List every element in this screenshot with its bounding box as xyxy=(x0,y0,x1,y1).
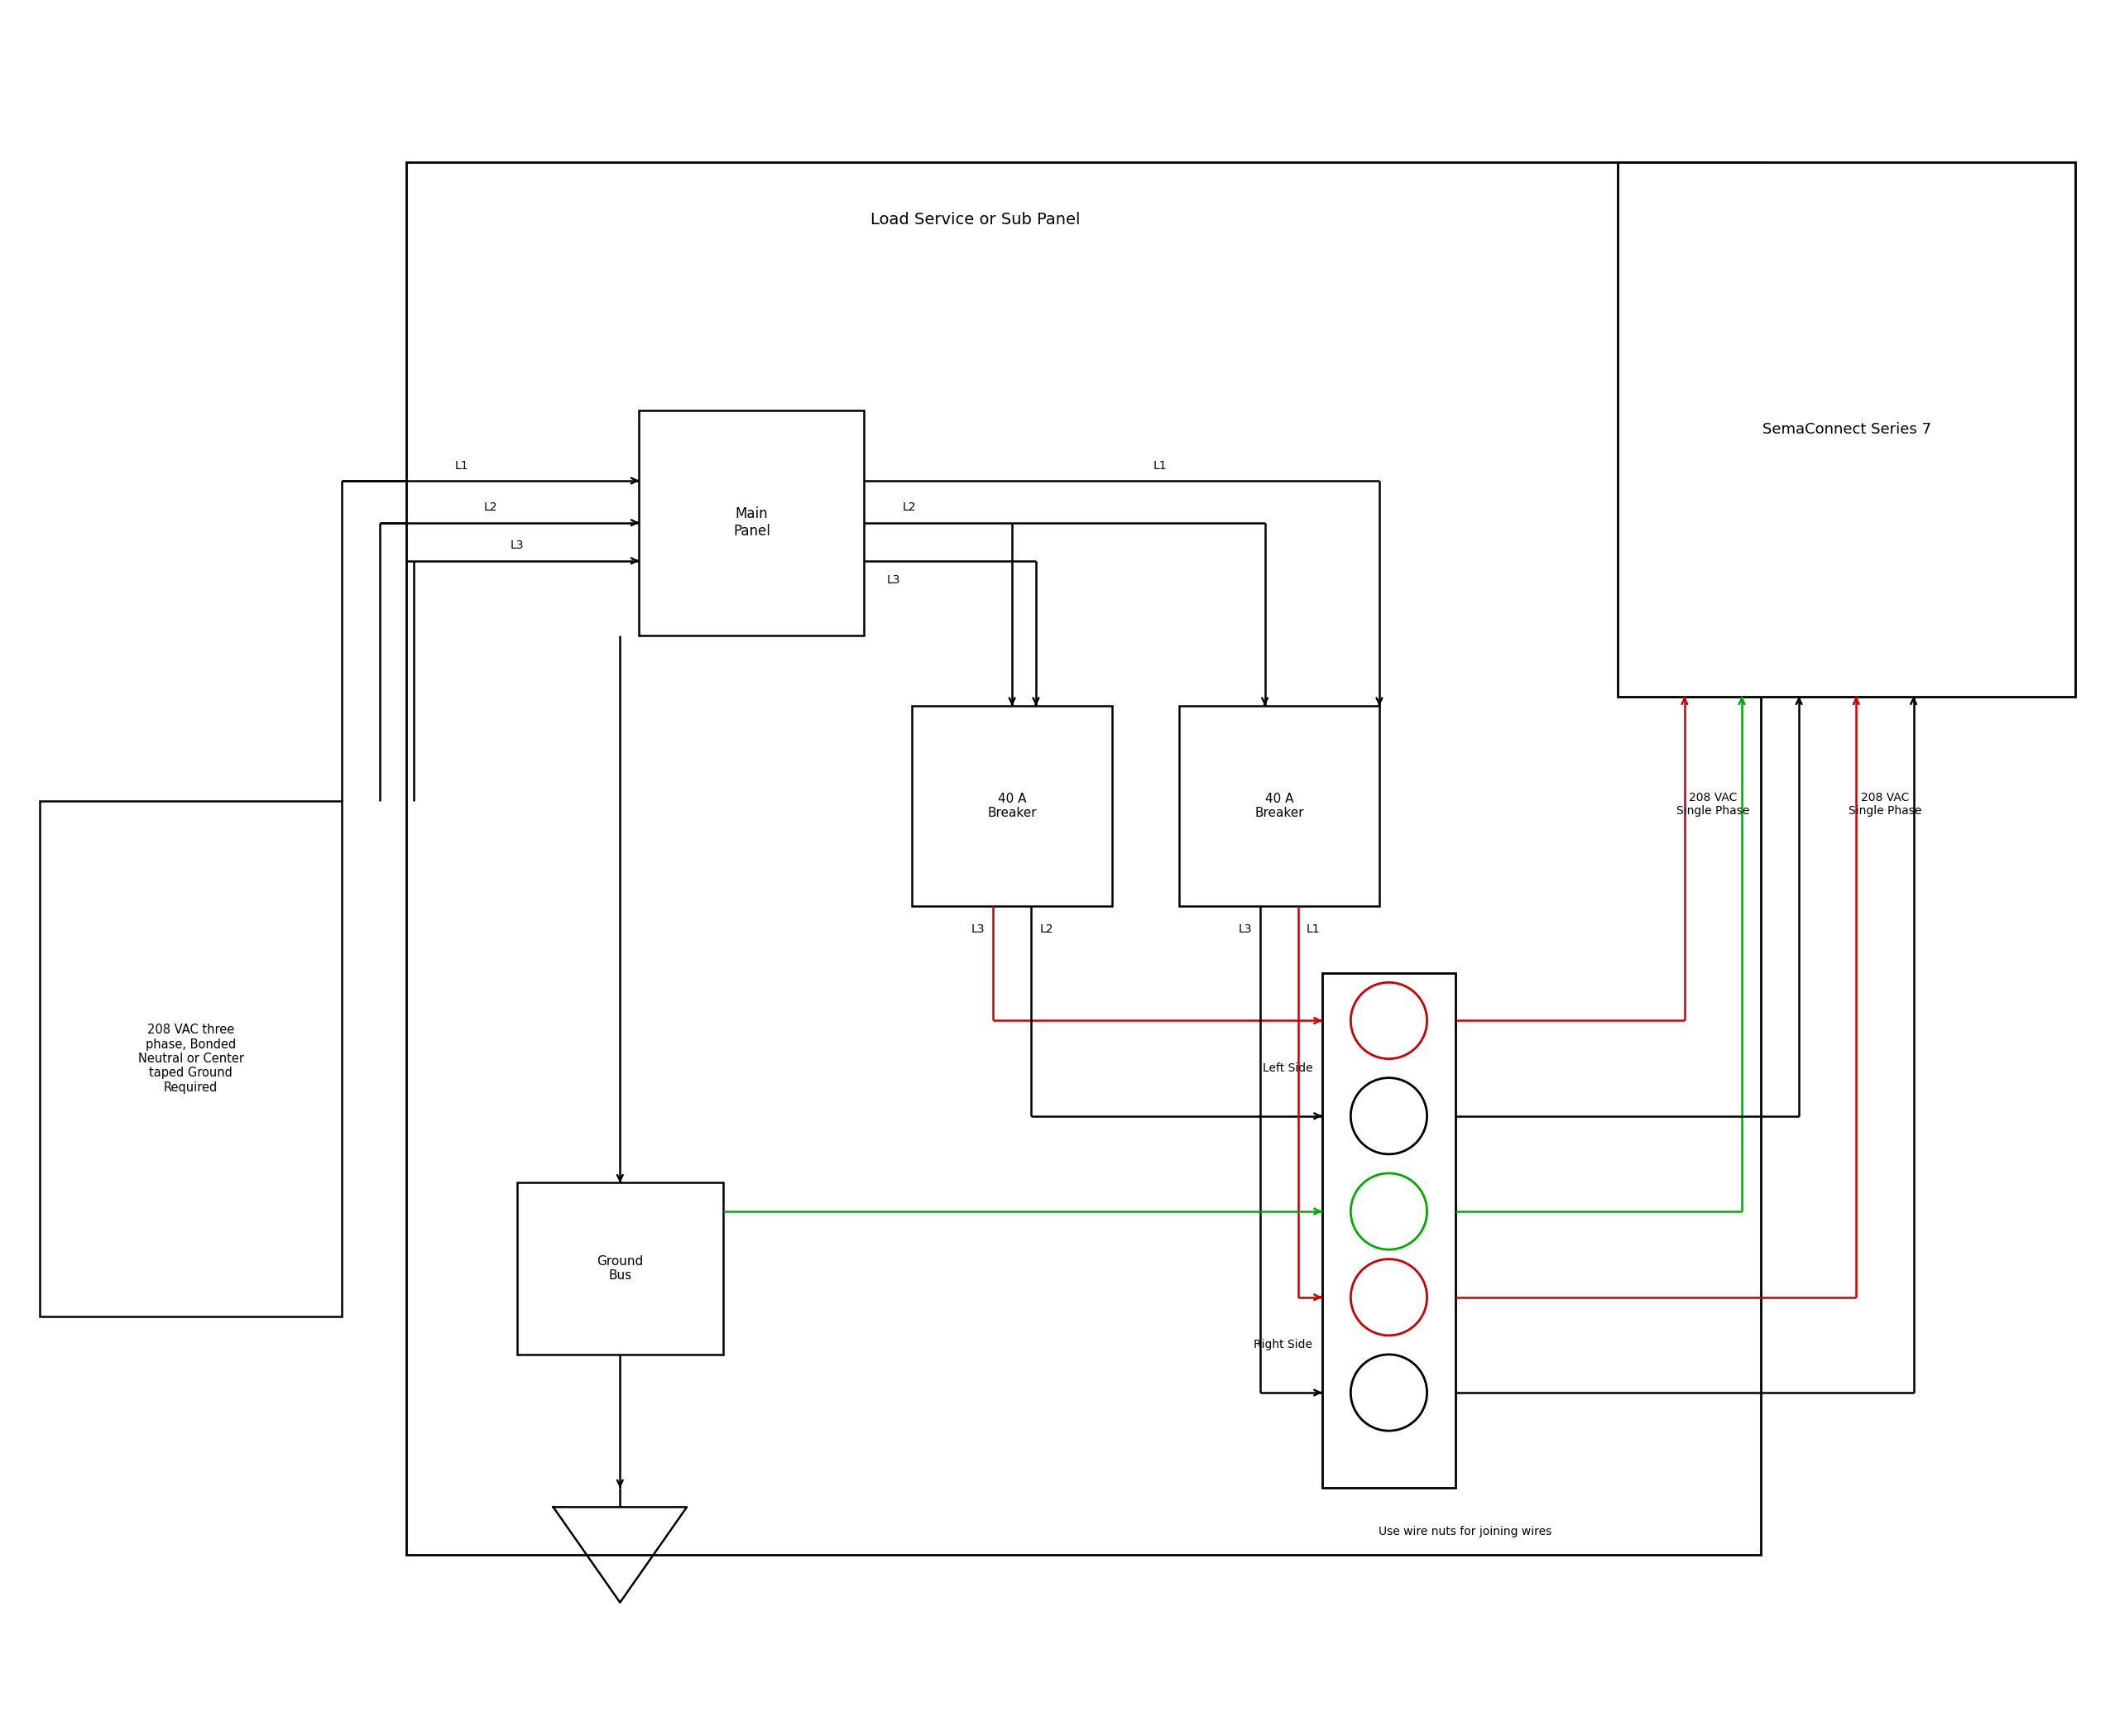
Circle shape xyxy=(1350,983,1426,1059)
Text: L2: L2 xyxy=(483,502,498,514)
Circle shape xyxy=(1350,1354,1426,1430)
Bar xyxy=(40,802,342,1316)
Circle shape xyxy=(1350,1174,1426,1250)
Text: Right Side: Right Side xyxy=(1253,1338,1312,1351)
Text: Use wire nuts for joining wires: Use wire nuts for joining wires xyxy=(1378,1526,1551,1538)
Text: 208 VAC
Single Phase: 208 VAC Single Phase xyxy=(1848,792,1922,816)
Text: 208 VAC
Single Phase: 208 VAC Single Phase xyxy=(1677,792,1749,816)
Text: Left Side: Left Side xyxy=(1262,1062,1312,1075)
Circle shape xyxy=(1350,1078,1426,1154)
Text: L3: L3 xyxy=(971,924,985,936)
Text: 208 VAC three
phase, Bonded
Neutral or Center
taped Ground
Required: 208 VAC three phase, Bonded Neutral or C… xyxy=(137,1024,245,1094)
Text: L3: L3 xyxy=(886,575,901,585)
Text: Main
Panel: Main Panel xyxy=(732,507,770,538)
Circle shape xyxy=(1350,1259,1426,1335)
Bar xyxy=(1618,161,2076,696)
Text: L2: L2 xyxy=(1040,924,1053,936)
Bar xyxy=(517,1182,724,1354)
Text: 40 A
Breaker: 40 A Breaker xyxy=(1255,793,1304,819)
Text: Load Service or Sub Panel: Load Service or Sub Panel xyxy=(871,212,1080,227)
Text: 40 A
Breaker: 40 A Breaker xyxy=(987,793,1036,819)
Bar xyxy=(912,707,1112,906)
Text: L1: L1 xyxy=(1152,460,1167,470)
Text: L1: L1 xyxy=(456,460,468,470)
Text: L3: L3 xyxy=(511,540,523,552)
Text: Ground
Bus: Ground Bus xyxy=(597,1255,644,1281)
Bar xyxy=(1323,972,1456,1488)
Text: SemaConnect Series 7: SemaConnect Series 7 xyxy=(1762,422,1931,437)
Text: L1: L1 xyxy=(1306,924,1321,936)
Bar xyxy=(1179,707,1380,906)
Text: L2: L2 xyxy=(903,502,916,514)
Text: L3: L3 xyxy=(1239,924,1251,936)
Bar xyxy=(407,161,1762,1555)
Bar xyxy=(639,410,865,635)
